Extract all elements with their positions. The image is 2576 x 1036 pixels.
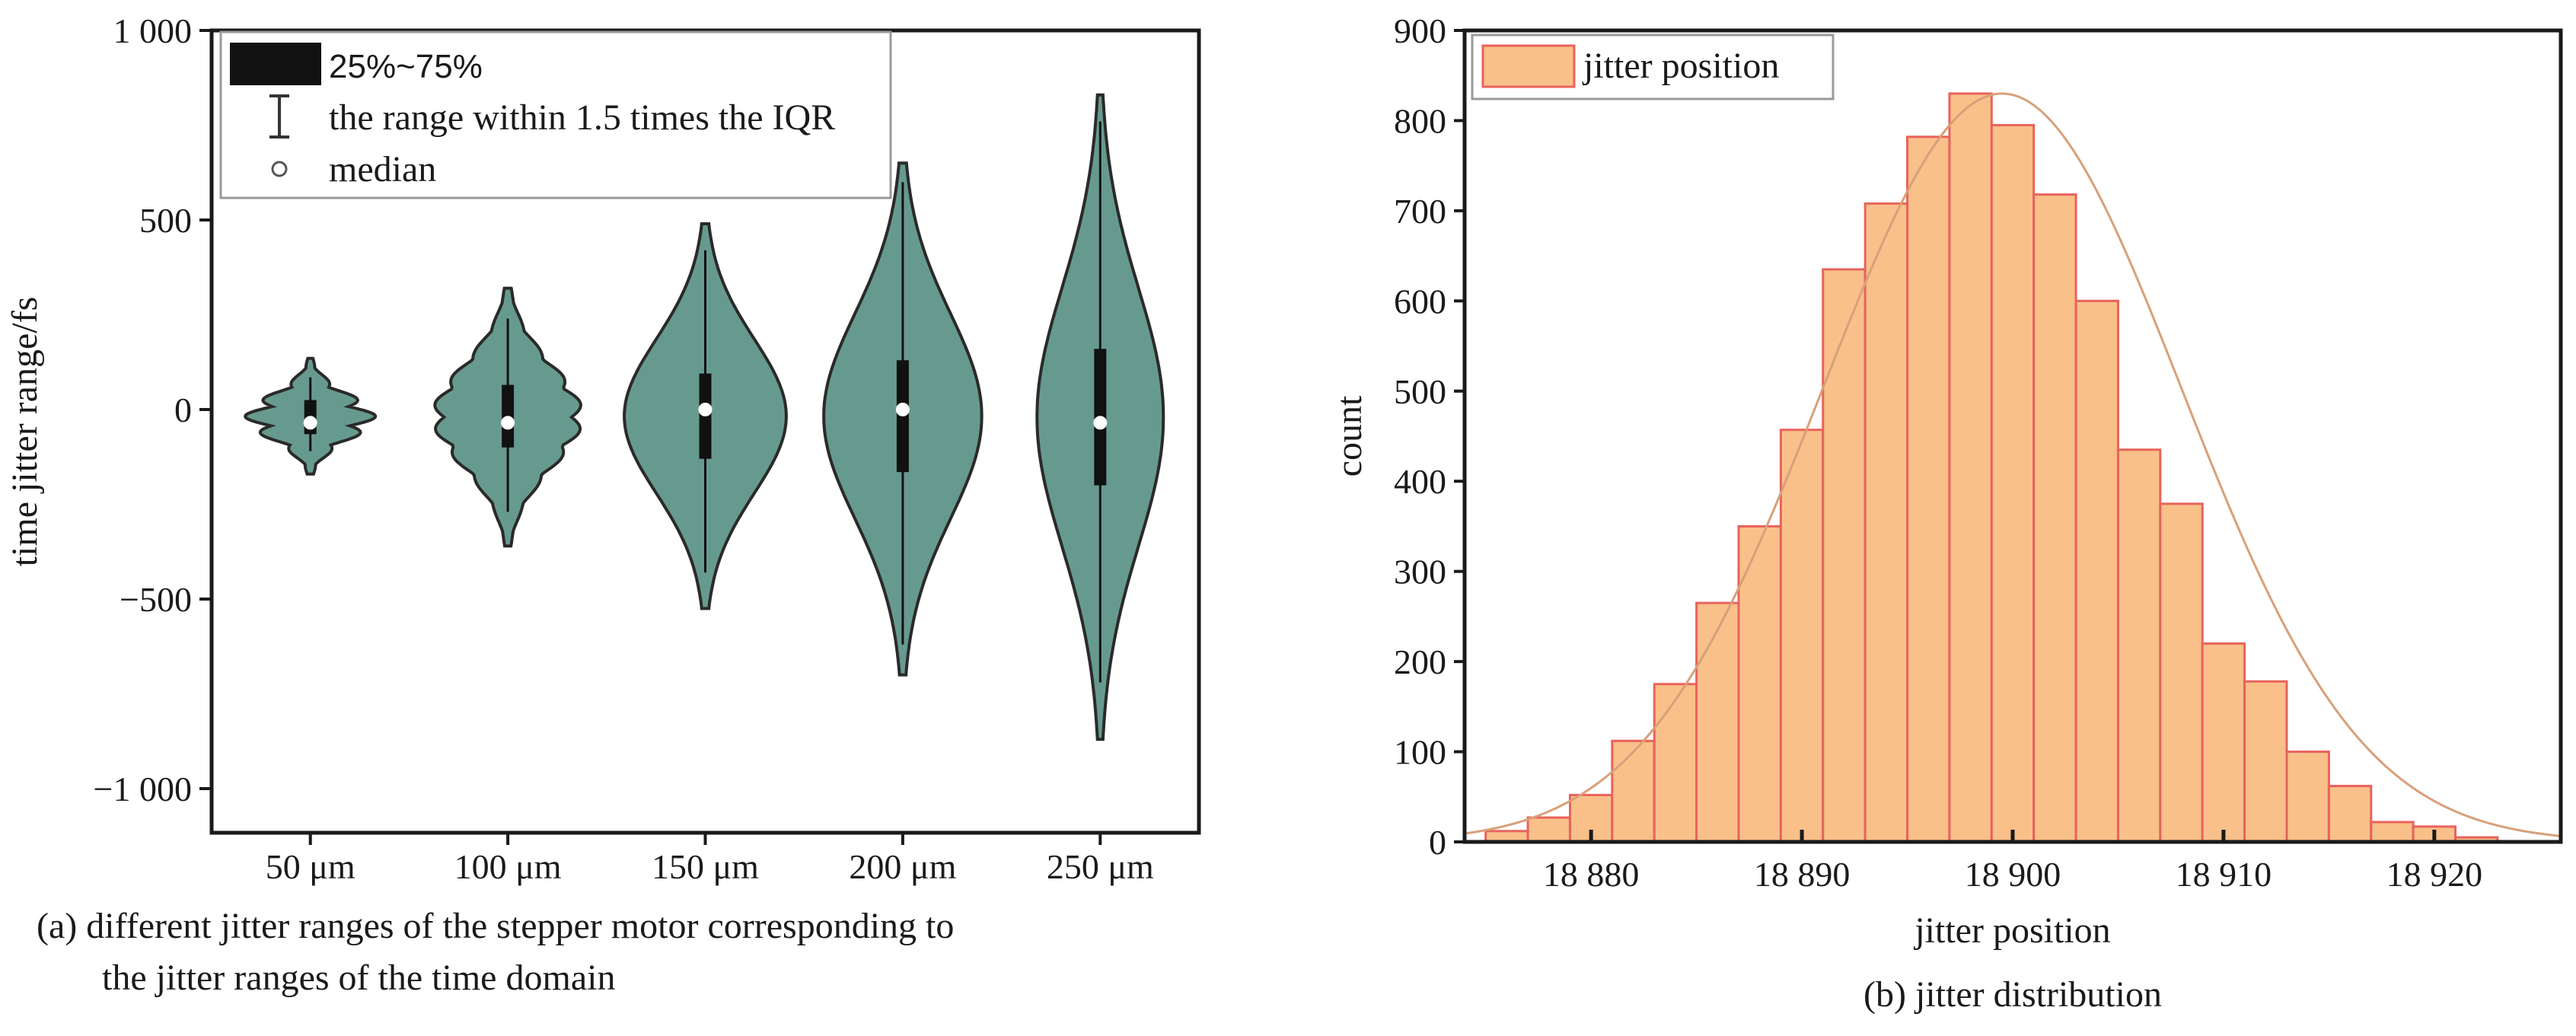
median-point bbox=[895, 403, 910, 416]
y-tick-label: 100 bbox=[1394, 733, 1446, 772]
legend-whisker-icon bbox=[269, 94, 289, 139]
y-tick-label: 200 bbox=[1394, 642, 1446, 681]
histogram-bar bbox=[1653, 683, 1698, 843]
legend-swatch-iqr bbox=[230, 43, 321, 85]
x-tick-label: 100 μm bbox=[454, 847, 562, 886]
histogram-bar bbox=[1526, 816, 1571, 843]
histogram-bar bbox=[1990, 123, 2036, 843]
y-tick-label: 0 bbox=[1429, 823, 1446, 862]
histogram-bar bbox=[2285, 751, 2330, 843]
violin-chart: 1 000 500 0 −500 −1 000 50 μm 100 μm 150 μm 200… bbox=[5, 11, 1201, 998]
histogram-chart: 0 100 200 300 400 500 600 700 800 900 18 880 18 89… bbox=[1329, 11, 2563, 1015]
histogram-bar bbox=[1611, 739, 1656, 843]
y-tick-label: 300 bbox=[1394, 553, 1446, 591]
y-tick-label: 500 bbox=[139, 201, 192, 240]
normal-fit-curve bbox=[1464, 92, 2562, 837]
median-point bbox=[303, 416, 317, 430]
legend-box bbox=[219, 30, 892, 199]
histogram-bar bbox=[2032, 193, 2077, 843]
median-point bbox=[501, 416, 515, 430]
x-tick-label: 150 μm bbox=[652, 847, 759, 886]
x-axis-label: jitter position bbox=[1913, 910, 2110, 951]
x-tick-label: 250 μm bbox=[1047, 847, 1154, 886]
y-tick-label: 700 bbox=[1394, 192, 1446, 231]
legend-median-icon bbox=[271, 161, 288, 177]
legend: jitter position bbox=[1471, 33, 1835, 100]
median-point bbox=[698, 403, 713, 416]
median-point bbox=[1093, 416, 1108, 430]
y-tick-label: 600 bbox=[1394, 282, 1446, 320]
y-tick-label: 400 bbox=[1394, 462, 1446, 501]
y-tick-label: 1 000 bbox=[113, 11, 193, 50]
x-tick-label: 18 880 bbox=[1543, 855, 1640, 894]
histogram-bar bbox=[2074, 299, 2119, 843]
y-tick-label: 0 bbox=[174, 390, 192, 429]
legend-label-iqr: 25%~75% bbox=[329, 48, 483, 85]
legend-label-whisker: the range within 1.5 times the IQR bbox=[329, 97, 835, 138]
y-tick-label: 500 bbox=[1394, 372, 1446, 411]
histogram-bar bbox=[2159, 502, 2204, 843]
y-tick-label: 900 bbox=[1394, 11, 1446, 50]
y-axis-label: time jitter range/fs bbox=[5, 297, 45, 567]
caption-a-line2: the jitter ranges of the time domain bbox=[102, 958, 615, 998]
histogram-bar bbox=[1779, 429, 1825, 843]
caption-a-line1: (a) different jitter ranges of the stepp… bbox=[37, 906, 954, 946]
caption-b: (b) jitter distribution bbox=[1863, 974, 2162, 1015]
x-tick-label: 50 μm bbox=[266, 847, 355, 886]
y-tick-label: −1 000 bbox=[94, 770, 192, 808]
histogram-bar bbox=[1906, 135, 1951, 843]
legend-swatch bbox=[1481, 44, 1576, 88]
legend-label: jitter position bbox=[1582, 46, 1779, 86]
histogram-bar bbox=[1695, 601, 1740, 843]
histogram-bar bbox=[1863, 202, 1909, 843]
histogram-bar bbox=[2201, 642, 2246, 843]
histogram-bar bbox=[2327, 785, 2373, 843]
y-axis-label: count bbox=[1329, 395, 1369, 477]
histogram-bar bbox=[2116, 448, 2162, 843]
legend-label-median: median bbox=[329, 149, 436, 190]
y-tick-label: 800 bbox=[1394, 101, 1446, 140]
legend: 25%~75% the range within 1.5 times the I… bbox=[219, 30, 892, 199]
histogram-bar bbox=[2370, 821, 2415, 843]
histogram-bar bbox=[1948, 92, 1993, 843]
x-tick-label: 200 μm bbox=[849, 847, 956, 886]
x-tick-label: 18 890 bbox=[1754, 855, 1851, 894]
y-tick-label: −500 bbox=[120, 580, 192, 619]
x-tick-label: 18 910 bbox=[2176, 855, 2272, 894]
x-tick-label: 18 900 bbox=[1965, 855, 2061, 894]
x-tick-label: 18 920 bbox=[2386, 855, 2483, 894]
histogram-bar bbox=[2243, 680, 2288, 843]
histogram-bar bbox=[1822, 268, 1867, 843]
